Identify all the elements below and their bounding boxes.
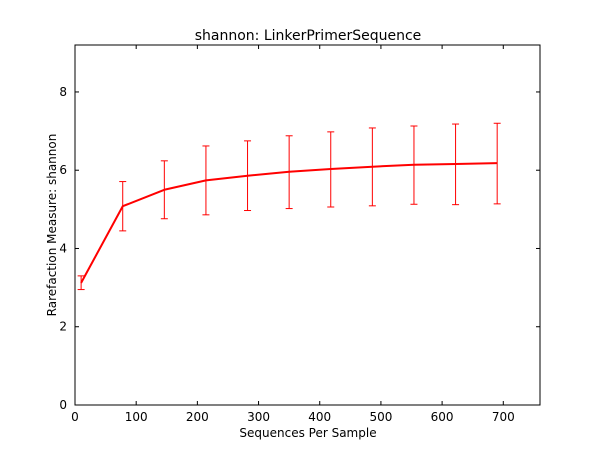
x-tick-label: 400	[308, 410, 331, 424]
y-tick-label: 4	[59, 241, 67, 255]
x-axis-label: Sequences Per Sample	[239, 426, 376, 440]
y-tick-label: 8	[59, 85, 67, 99]
x-tick-label: 200	[186, 410, 209, 424]
x-tick-label: 0	[71, 410, 79, 424]
series-line	[80, 162, 498, 284]
plot-frame	[74, 44, 541, 406]
y-axis-label: Rarefaction Measure: shannon	[45, 134, 59, 317]
x-tick-label: 500	[369, 410, 392, 424]
x-tick-label: 100	[125, 410, 148, 424]
x-tick-label: 300	[247, 410, 270, 424]
plot-layer: 0 100 200 300 400 500 600 700 0 2 4 6 8	[59, 44, 541, 424]
chart-title: shannon: LinkerPrimerSequence	[195, 28, 422, 44]
y-tick-label: 6	[59, 163, 67, 177]
y-tick-label: 2	[59, 320, 67, 334]
y-tick-label: 0	[59, 398, 67, 412]
x-tick-label: 600	[431, 410, 454, 424]
x-tick-label: 700	[492, 410, 515, 424]
